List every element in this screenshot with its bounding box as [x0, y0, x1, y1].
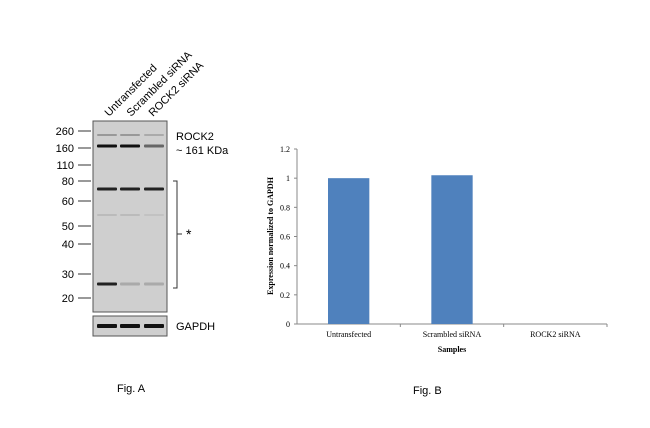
- x-axis-label: Samples: [438, 345, 466, 354]
- y-tick-label: 0.8: [280, 203, 290, 212]
- bracket: [173, 180, 178, 289]
- blot-band: [144, 187, 164, 191]
- marker-label: 40: [62, 239, 74, 251]
- asterisk: *: [186, 226, 192, 242]
- y-tick-label: 0.4: [280, 262, 290, 271]
- blot-band: [97, 282, 117, 286]
- y-tick-label: 1.2: [280, 145, 290, 154]
- marker-label: 60: [62, 196, 74, 208]
- blot-band: [97, 187, 117, 191]
- gapdh-band: [144, 324, 164, 328]
- x-tick-label: Untransfected: [326, 330, 371, 339]
- blot-band: [120, 134, 140, 136]
- bar: [431, 175, 473, 324]
- target-size: ~ 161 KDa: [176, 145, 229, 157]
- blot-band: [144, 214, 164, 216]
- blot-band: [144, 144, 164, 148]
- marker-label: 110: [56, 160, 74, 172]
- y-tick-label: 0.2: [280, 291, 290, 300]
- blot-band: [97, 134, 117, 136]
- blot-membrane: [92, 120, 168, 313]
- y-tick-label: 0.6: [280, 233, 290, 242]
- x-tick-label: ROCK2 siRNA: [530, 330, 581, 339]
- marker-label: 20: [62, 293, 74, 305]
- blot-band: [120, 144, 140, 148]
- blot-band: [120, 214, 140, 216]
- blot-band: [144, 282, 164, 286]
- target-label: ROCK2: [176, 131, 214, 143]
- gapdh-band: [97, 324, 117, 328]
- blot-band: [120, 187, 140, 191]
- blot-band: [97, 214, 117, 216]
- blot-band: [97, 144, 117, 148]
- x-tick-label: Scrambled siRNA: [423, 330, 482, 339]
- control-label: GAPDH: [176, 321, 215, 333]
- gapdh-band: [120, 324, 140, 328]
- bar: [328, 178, 370, 324]
- marker-label: 80: [62, 176, 74, 188]
- marker-label: 30: [62, 269, 74, 281]
- caption-b: Fig. B: [413, 385, 442, 397]
- caption-a: Fig. A: [117, 383, 146, 395]
- y-axis-label: Expression normalized to GAPDH: [266, 176, 275, 295]
- y-tick-label: 0: [286, 320, 290, 329]
- blot-band: [144, 134, 164, 136]
- blot-band: [120, 282, 140, 286]
- marker-label: 50: [62, 221, 74, 233]
- marker-label: 160: [56, 143, 74, 155]
- y-tick-label: 1: [286, 174, 290, 183]
- marker-label: 260: [56, 126, 74, 138]
